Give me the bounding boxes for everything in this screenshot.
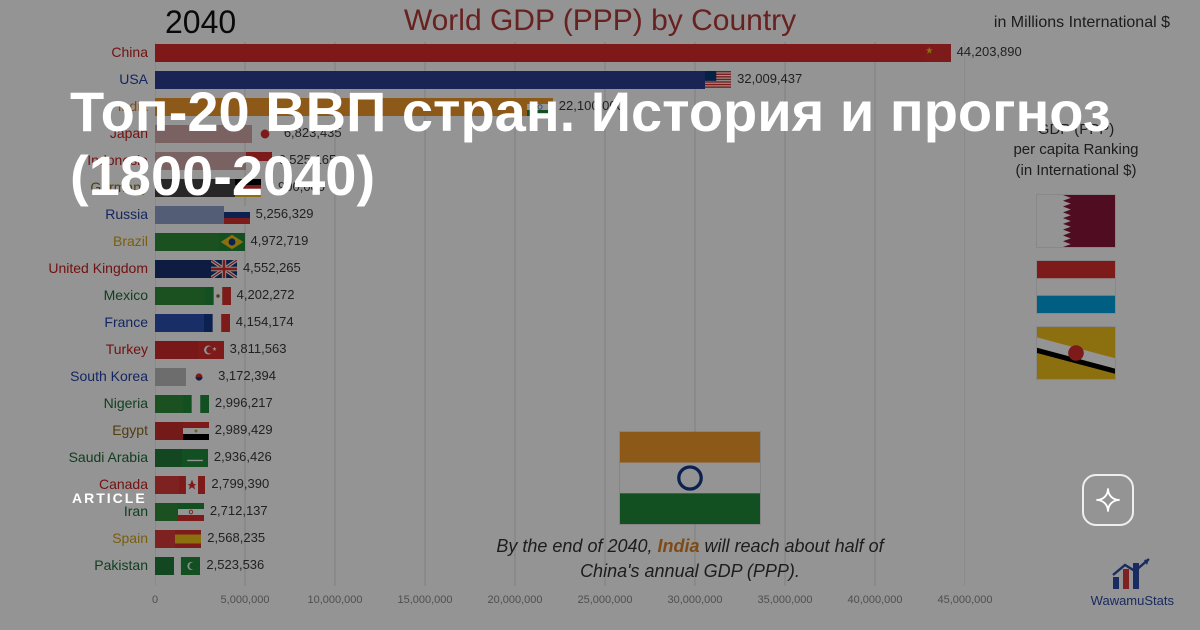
platform-icon [1082,474,1134,526]
article-overlay: Топ-20 ВВП стран. История и прогноз (180… [0,0,1200,630]
article-title: Топ-20 ВВП стран. История и прогноз (180… [70,80,1130,209]
article-badge: ARTICLE [72,490,147,506]
